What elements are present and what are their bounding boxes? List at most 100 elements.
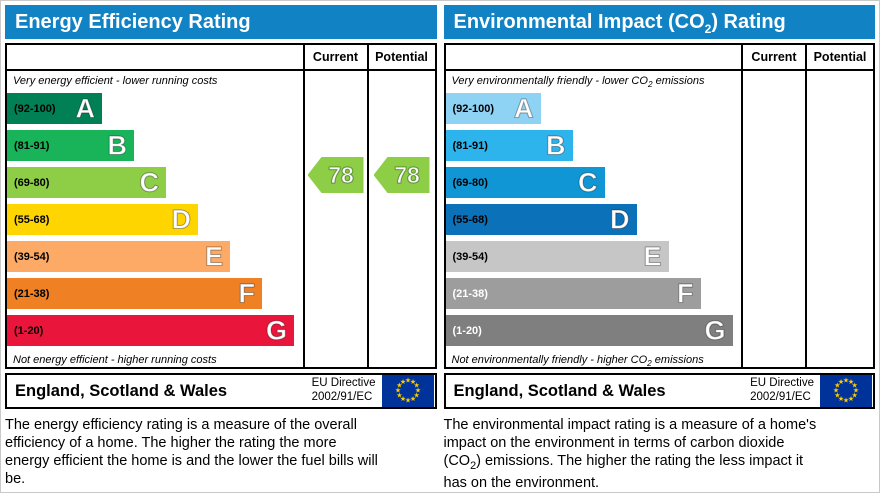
current-column: 78	[302, 71, 367, 367]
svg-text:★: ★	[852, 382, 858, 390]
top-note: Very energy efficient - lower running co…	[13, 75, 218, 87]
svg-text:★: ★	[838, 378, 844, 386]
band-letter: A	[75, 93, 95, 123]
svg-text:★: ★	[838, 395, 844, 403]
potential-column-header: Potential	[805, 45, 873, 69]
potential-column-header: Potential	[366, 45, 435, 69]
current-rating-value: 78	[328, 161, 355, 188]
eu-flag-icon: ★★★★★★★★★★★★	[820, 375, 872, 407]
band-letter: B	[546, 130, 566, 160]
svg-text:★: ★	[396, 392, 402, 400]
band-row-g: (1-20) G	[445, 312, 742, 349]
potential-column	[805, 71, 873, 367]
band-row-c: (69-80) C	[7, 164, 303, 201]
band-range-label: (55-68)	[14, 213, 50, 226]
band-range-label: (39-54)	[452, 250, 488, 263]
chart-header-row: Current Potential	[445, 45, 873, 71]
band-row-b: (81-91) B	[7, 127, 303, 164]
header-spacer	[446, 45, 742, 69]
potential-rating-value: 78	[394, 161, 421, 188]
band-bar-b: (81-91) B	[7, 130, 134, 161]
chart-header-row: Current Potential	[7, 45, 435, 71]
svg-text:★: ★	[399, 378, 405, 386]
band-letter: E	[643, 241, 662, 271]
band-range-label: (81-91)	[14, 139, 50, 152]
band-range-label: (39-54)	[14, 250, 50, 263]
band-letter: D	[610, 204, 630, 234]
band-bar-f: (21-38) F	[7, 278, 262, 309]
band-range-label: (1-20)	[452, 324, 482, 337]
band-range-label: (55-68)	[452, 213, 488, 226]
bottom-note: Not energy efficient - higher running co…	[13, 354, 217, 366]
band-letter: C	[139, 167, 159, 197]
band-bar-f: (21-38) F	[445, 278, 701, 309]
bands-area: Very energy efficient - lower running co…	[7, 71, 303, 367]
band-bar-g: (1-20) G	[445, 315, 733, 346]
panel-energy-efficiency: Energy Efficiency Rating Current Potenti…	[5, 5, 437, 488]
band-letter: B	[107, 130, 127, 160]
svg-text:★: ★	[843, 397, 849, 405]
band-letter: A	[514, 93, 534, 123]
band-row-d: (55-68) D	[445, 201, 742, 238]
bands-area: Very environmentally friendly - lower CO…	[445, 71, 742, 367]
band-row-f: (21-38) F	[7, 275, 303, 312]
potential-rating-arrow: 78	[373, 157, 430, 193]
current-column-header: Current	[741, 45, 805, 69]
band-bar-c: (69-80) C	[445, 167, 605, 198]
band-range-label: (92-100)	[452, 102, 495, 115]
band-bar-e: (39-54) E	[445, 241, 669, 272]
band-bar-c: (69-80) C	[7, 167, 166, 198]
eu-flag-icon: ★★★★★★★★★★★★	[381, 375, 434, 407]
bottom-note: Not environmentally friendly - higher CO…	[451, 354, 704, 367]
band-row-e: (39-54) E	[445, 238, 742, 275]
band-range-label: (92-100)	[14, 102, 56, 115]
band-row-c: (69-80) C	[445, 164, 742, 201]
region-label: England, Scotland & Wales	[15, 381, 228, 400]
co2-rating-chart: Current Potential Very environmentally f…	[443, 43, 875, 369]
band-range-label: (1-20)	[14, 324, 44, 337]
top-note: Very environmentally friendly - lower CO…	[451, 75, 705, 90]
band-letter: G	[704, 315, 726, 345]
energy-efficiency-description: The energy efficiency rating is a measur…	[5, 417, 378, 488]
current-column-header: Current	[302, 45, 367, 69]
svg-text:★: ★	[853, 387, 859, 395]
band-letter: E	[204, 241, 223, 271]
header-spacer	[7, 45, 303, 69]
current-column	[741, 71, 805, 367]
band-bar-d: (55-68) D	[7, 204, 198, 235]
panel-environmental-impact: Environmental Impact (CO2) Rating Curren…	[443, 5, 875, 491]
band-letter: F	[677, 278, 694, 308]
region-footer: England, Scotland & Wales EU Directive 2…	[443, 373, 875, 409]
band-range-label: (81-91)	[452, 139, 488, 152]
potential-column: 78	[366, 71, 435, 367]
band-bar-a: (92-100) A	[445, 93, 541, 124]
band-row-d: (55-68) D	[7, 201, 303, 238]
band-bar-b: (81-91) B	[445, 130, 573, 161]
svg-text:★: ★	[404, 397, 410, 405]
current-rating-arrow: 78	[307, 157, 364, 193]
band-range-label: (21-38)	[452, 287, 488, 300]
band-row-f: (21-38) F	[445, 275, 742, 312]
rating-bands: (92-100) A (81-91) B (69-80) C (55-68) D (39-54)…	[445, 90, 742, 349]
chart-body: Very environmentally friendly - lower CO…	[445, 71, 874, 367]
region-footer: England, Scotland & Wales EU Directive 2…	[5, 373, 437, 409]
band-letter: F	[238, 278, 255, 308]
svg-text:★: ★	[413, 392, 419, 400]
svg-text:★: ★	[834, 382, 840, 390]
svg-text:★: ★	[413, 382, 419, 390]
environmental-impact-title: Environmental Impact (CO2) Rating	[443, 5, 875, 39]
band-bar-a: (92-100) A	[7, 93, 102, 124]
svg-text:★: ★	[833, 387, 839, 395]
svg-text:★: ★	[396, 382, 402, 390]
chart-body: Very energy efficient - lower running co…	[7, 71, 435, 367]
band-bar-g: (1-20) G	[7, 315, 294, 346]
svg-text:★: ★	[399, 395, 405, 403]
svg-text:★: ★	[843, 377, 849, 385]
svg-text:★: ★	[414, 387, 420, 395]
band-letter: D	[171, 204, 191, 234]
band-bar-e: (39-54) E	[7, 241, 230, 272]
band-row-g: (1-20) G	[7, 312, 303, 349]
svg-text:★: ★	[852, 392, 858, 400]
band-letter: G	[265, 315, 287, 345]
